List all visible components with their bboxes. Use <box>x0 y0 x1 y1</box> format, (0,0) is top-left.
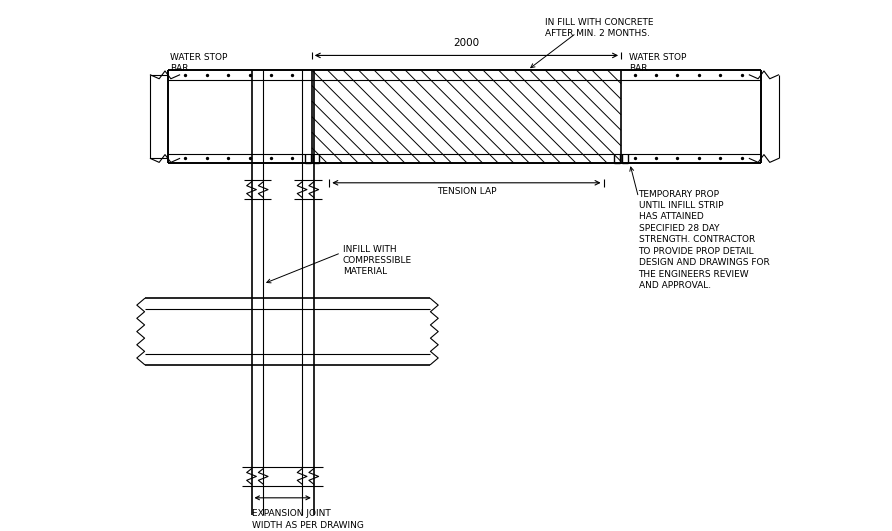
Text: EXPANSION JOINT
WIDTH AS PER DRAWING: EXPANSION JOINT WIDTH AS PER DRAWING <box>252 509 363 529</box>
Text: WATER STOP
BAR: WATER STOP BAR <box>629 53 686 73</box>
Text: TENSION LAP: TENSION LAP <box>437 187 496 196</box>
Text: INFILL WITH
COMPRESSIBLE
MATERIAL: INFILL WITH COMPRESSIBLE MATERIAL <box>343 245 412 276</box>
Text: 2000: 2000 <box>453 38 480 48</box>
Text: WATER STOP
BAR: WATER STOP BAR <box>169 53 227 73</box>
Text: IN FILL WITH CONCRETE
AFTER MIN. 2 MONTHS.: IN FILL WITH CONCRETE AFTER MIN. 2 MONTH… <box>545 18 654 38</box>
Text: TEMPORARY PROP
UNTIL INFILL STRIP
HAS ATTAINED
SPECIFIED 28 DAY
STRENGTH. CONTRA: TEMPORARY PROP UNTIL INFILL STRIP HAS AT… <box>639 190 769 290</box>
